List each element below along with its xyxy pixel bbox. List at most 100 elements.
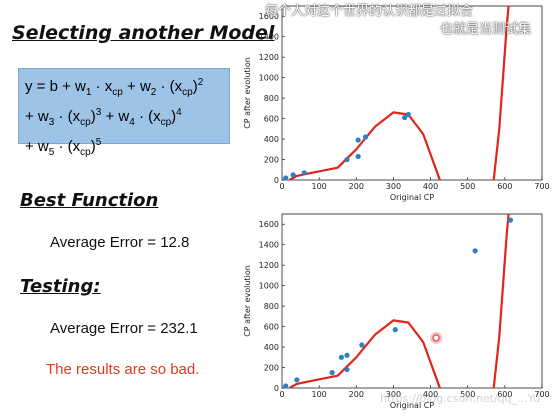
data-point [355, 153, 361, 160]
x-tick-label: 100 [312, 390, 327, 399]
data-point [329, 370, 335, 376]
formula-text: + w [101, 108, 130, 125]
y-tick-label: 400 [264, 135, 279, 144]
y-tick-label: 200 [264, 156, 279, 165]
data-point [294, 377, 300, 383]
conclusion-text: The results are so bad. [46, 361, 200, 378]
slide-title: Selecting another Model [12, 22, 275, 44]
x-tick-label: 100 [312, 182, 327, 191]
y-tick-label: 200 [264, 364, 279, 373]
x-tick-label: 400 [423, 182, 438, 191]
formula-sub: cp [112, 87, 123, 98]
data-point [301, 170, 307, 176]
formula-box: y = b + w1 · xcp + w2 · (xcp)2 + w3 · (x… [18, 68, 230, 158]
x-tick-label: 400 [423, 390, 438, 399]
formula-line-1: y = b + w1 · xcp + w2 · (xcp)2 [25, 73, 223, 103]
y-tick-label: 1600 [259, 12, 279, 21]
data-point [472, 248, 478, 254]
y-tick-label: 1000 [259, 74, 279, 83]
fit-curve-branch [492, 6, 510, 180]
y-tick-label: 0 [274, 384, 279, 393]
training-plot: 0 100 200 300 400 500 600 700 0 200 400 600 800 1000 1… [243, 5, 550, 202]
x-tick-label: 200 [349, 390, 364, 399]
y-tick-label: 800 [264, 94, 279, 103]
formula-sub: 4 [129, 117, 135, 128]
formula-text: · (x [54, 138, 81, 155]
subtitle-overlay-line-2: 也就是当测试集 [440, 22, 532, 37]
y-tick-label: 0 [274, 176, 279, 185]
formula-sub: cp [160, 117, 172, 128]
formula-sub: cp [80, 147, 91, 158]
formula-text: ) [90, 138, 96, 155]
formula-text: · (x [134, 108, 161, 125]
y-tick-label: 1000 [259, 282, 279, 291]
formula-text: y = b + w [25, 78, 86, 95]
x-tick-label: 300 [386, 182, 401, 191]
y-tick-label: 1200 [259, 261, 279, 270]
data-point [290, 172, 296, 178]
y-tick-label: 1400 [259, 241, 279, 250]
x-tick-label: 700 [534, 390, 549, 399]
data-point [338, 354, 345, 360]
formula-sub: 2 [150, 87, 157, 98]
data-point [283, 383, 289, 389]
formula-text: · (x [54, 108, 81, 125]
subtitle-overlay-line-1: 每个人对这个世界的认识都是过拟合 [265, 4, 474, 19]
x-tick-label: 600 [497, 182, 512, 191]
formula-sup: 3 [95, 107, 102, 118]
x-tick-label: 200 [349, 182, 364, 191]
formula-text: + w [25, 108, 49, 125]
y-tick-label: 400 [264, 343, 279, 352]
data-point [344, 366, 350, 373]
formula-sup: 4 [176, 107, 182, 118]
highlight-point [432, 334, 440, 342]
data-point [344, 156, 350, 163]
data-point [362, 134, 369, 140]
formula-sup: 5 [95, 137, 102, 148]
formula-text: · x [91, 78, 113, 95]
fit-curve-branch [492, 214, 510, 388]
x-tick-label: 600 [497, 390, 512, 399]
best-average-error: Average Error = 12.8 [50, 234, 190, 251]
x-tick-label: 0 [279, 390, 284, 399]
y-tick-label: 1400 [259, 33, 279, 42]
y-tick-label: 1600 [259, 220, 279, 229]
plot-frame [281, 5, 543, 181]
formula-text: ) [90, 108, 96, 125]
x-tick-label: 500 [460, 390, 475, 399]
data-point [355, 137, 361, 143]
fit-curve [288, 319, 441, 388]
x-tick-label: 300 [386, 390, 401, 399]
formula-sub: cp [182, 87, 193, 98]
y-tick-label: 1200 [259, 53, 279, 62]
x-axis-label: Original CP [390, 193, 434, 202]
formula-line-2: + w3 · (xcp)3 + w4 · (xcp)4 [25, 103, 223, 133]
y-axis-label: CP after evolution [243, 57, 252, 129]
data-point [359, 342, 365, 348]
y-axis-label: CP after evolution [243, 265, 252, 337]
watermark-text: https://blog.csdn.net/qq_...Yu [380, 392, 541, 405]
data-point [344, 352, 350, 358]
testing-plot: 0 100 200 300 400 500 600 700 0 200 400 600 800 1000 1… [243, 213, 550, 410]
y-tick-label: 800 [264, 302, 279, 311]
formula-text: ) [192, 78, 198, 95]
best-function-heading: Best Function [20, 190, 159, 211]
formula-sub: cp [80, 117, 91, 128]
data-point [392, 327, 398, 333]
formula-sup: 2 [197, 77, 204, 88]
y-tick-label: 600 [264, 115, 279, 124]
formula-text: · (x [156, 78, 183, 95]
x-tick-label: 0 [279, 182, 284, 191]
data-point [405, 111, 411, 118]
x-tick-label: 500 [460, 182, 475, 191]
formula-sub: 3 [48, 117, 55, 128]
plot-frame [281, 213, 543, 389]
data-point [401, 114, 408, 121]
formula-text: ) [171, 108, 177, 125]
formula-line-3: + w5 · (xcp)5 [25, 133, 223, 163]
testing-heading: Testing: [20, 276, 101, 297]
formula-sub: 5 [48, 147, 55, 158]
x-tick-label: 700 [534, 182, 549, 191]
formula-text: + w [25, 138, 49, 155]
y-tick-label: 600 [264, 323, 279, 332]
